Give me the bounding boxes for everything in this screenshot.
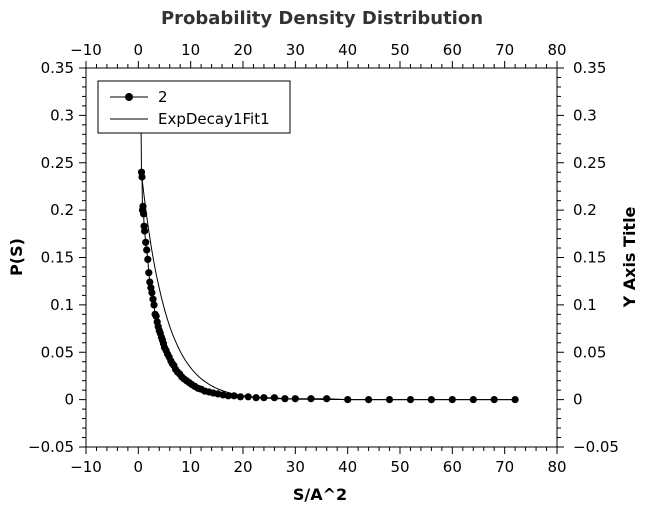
y-tick-label-right: 0.05 [573, 343, 606, 361]
y-tick-label-left: 0.05 [41, 343, 74, 361]
x-tick-label-top: 10 [181, 41, 200, 59]
series-2-point [145, 269, 153, 277]
x-tick-label-bottom: 60 [443, 458, 462, 476]
y-tick-label-left: 0.1 [50, 296, 74, 314]
legend: 2 ExpDecay1Fit1 [97, 80, 291, 134]
y-tick-label-left: 0.15 [41, 249, 74, 267]
y-tick-label-right: −0.05 [573, 438, 619, 456]
series-2-point [236, 393, 244, 401]
chart-title: Probability Density Distribution [161, 8, 483, 29]
series-2-line [140, 110, 516, 401]
series-2-point [244, 393, 252, 401]
x-tick-label-bottom: 10 [181, 458, 200, 476]
series-2-point [323, 395, 331, 403]
legend-swatch-series-2-marker [125, 93, 133, 101]
x-tick-label-bottom: 0 [134, 458, 144, 476]
legend-label-fit: ExpDecay1Fit1 [158, 110, 270, 128]
x-tick-label-top: 80 [547, 41, 566, 59]
x-tick-label-top: 30 [286, 41, 305, 59]
y-tick-label-left: 0.2 [50, 201, 74, 219]
series-2-point [291, 395, 299, 403]
series-2-point [138, 173, 146, 181]
y-tick-label-left: 0.35 [41, 59, 74, 77]
series-2-point [141, 227, 149, 235]
x-tick-label-top: 20 [233, 41, 252, 59]
series-2-point [230, 392, 238, 400]
y-tick-label-left: 0 [64, 391, 74, 409]
y-tick-label-left: 0.3 [50, 106, 74, 124]
series-2-point [490, 396, 498, 404]
series-2-point [281, 395, 289, 403]
tick-labels: −10−100010102020303040405050606070708080… [28, 41, 619, 476]
series-2-point [252, 394, 260, 402]
x-tick-label-bottom: 30 [286, 458, 305, 476]
x-tick-label-bottom: 80 [547, 458, 566, 476]
x-tick-label-top: −10 [70, 41, 102, 59]
x-tick-label-top: 50 [390, 41, 409, 59]
series-2-point [344, 396, 352, 404]
series-2-point [270, 394, 278, 402]
series-2-point [144, 255, 152, 263]
y-tick-label-left: 0.25 [41, 154, 74, 172]
legend-box [97, 80, 291, 134]
series-2-point [140, 210, 148, 218]
x-tick-label-top: 40 [338, 41, 357, 59]
x-tick-label-top: 60 [443, 41, 462, 59]
x-tick-label-bottom: 40 [338, 458, 357, 476]
x-tick-label-bottom: 20 [233, 458, 252, 476]
y-tick-label-right: 0.35 [573, 59, 606, 77]
x-tick-label-top: 0 [134, 41, 144, 59]
y-tick-label-right: 0.1 [573, 296, 597, 314]
y-tick-label-right: 0 [573, 391, 583, 409]
series-2-point [260, 394, 268, 402]
series-2-point [142, 238, 150, 246]
y-axis-label-right: Y Axis Title [620, 206, 639, 308]
series-2-point [146, 278, 154, 286]
x-tick-label-bottom: −10 [70, 458, 102, 476]
series-2-point [365, 396, 373, 404]
y-axis-label: P(S) [7, 238, 26, 276]
series-2-point [385, 396, 394, 404]
series-2-point [469, 396, 477, 404]
series-2-point [427, 396, 435, 404]
series-2-point [143, 246, 151, 254]
y-tick-label-right: 0.25 [573, 154, 606, 172]
y-tick-label-left: −0.05 [28, 438, 74, 456]
series-2-point [139, 202, 147, 210]
series-2-point [307, 395, 315, 403]
axis-ticks [79, 61, 564, 454]
x-tick-label-bottom: 70 [495, 458, 514, 476]
legend-label-series-2: 2 [158, 88, 168, 106]
y-tick-label-right: 0.15 [573, 249, 606, 267]
plot-area [137, 107, 519, 404]
x-tick-label-top: 70 [495, 41, 514, 59]
x-tick-label-bottom: 50 [390, 458, 409, 476]
series-2-point [224, 392, 232, 400]
y-tick-label-right: 0.3 [573, 106, 597, 124]
series-2-point [511, 396, 519, 404]
series-2-point [149, 295, 157, 303]
series-2-point [152, 312, 160, 320]
fit-curve-line [140, 169, 516, 401]
y-tick-label-right: 0.2 [573, 201, 597, 219]
series-2-point [448, 396, 456, 404]
series-2-point [406, 396, 415, 404]
series-2-point [150, 301, 158, 309]
series-2-point [148, 289, 156, 297]
x-axis-label: S/A^2 [293, 485, 347, 504]
